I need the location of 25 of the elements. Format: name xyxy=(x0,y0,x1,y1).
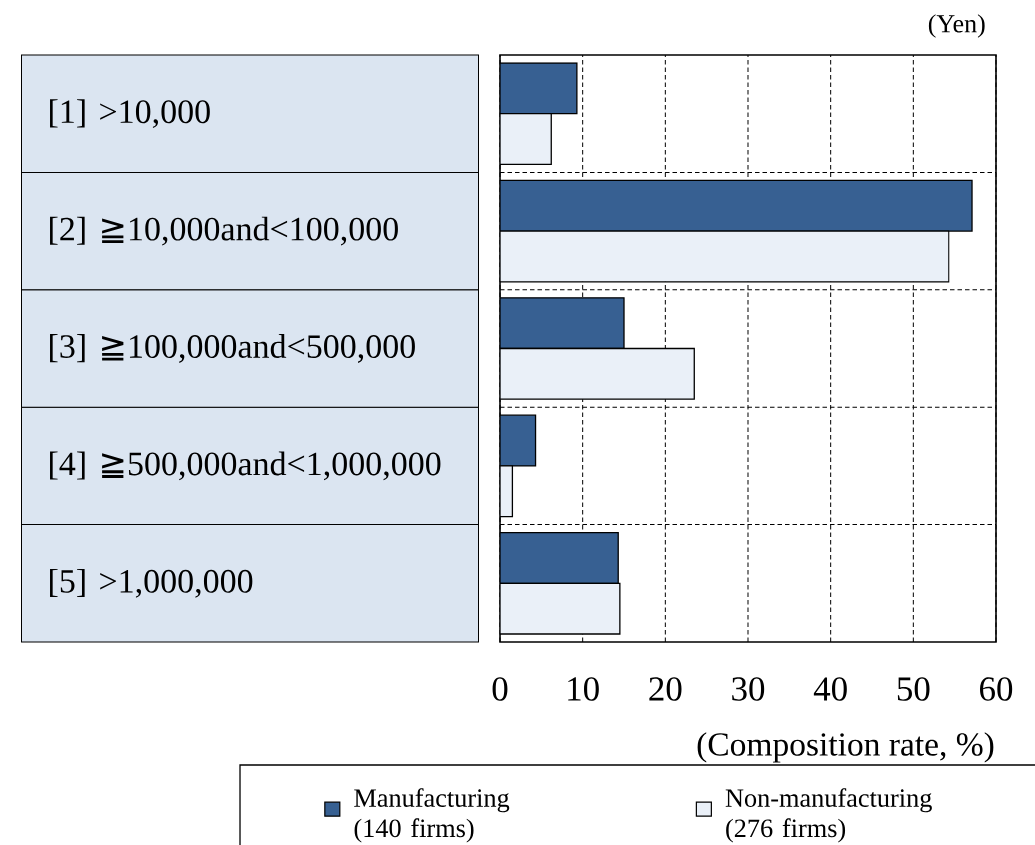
y-tick-label: [4] ≧500,000and<1,000,000 xyxy=(50,451,441,481)
bar xyxy=(500,297,625,350)
x-tick-label: 20 xyxy=(649,677,682,701)
y-tick-label: [2] ≧10,000and<100,000 xyxy=(50,216,398,246)
y-tick-label: [1] >10,000 xyxy=(50,99,210,129)
x-tick-label: 60 xyxy=(980,677,1013,701)
legend-label: Non-manufacturing (276 firms) xyxy=(725,788,932,843)
bar xyxy=(500,347,695,400)
legend-label: Manufacturing (140 firms) xyxy=(354,788,510,843)
x-tick-label: 50 xyxy=(897,677,930,701)
bar xyxy=(500,531,619,584)
y-axis-title: (Yen) xyxy=(928,14,985,38)
y-tick-label: [5] >1,000,000 xyxy=(50,568,253,598)
bar xyxy=(500,179,973,232)
bar xyxy=(500,62,578,115)
x-tick-label: 40 xyxy=(813,677,847,701)
y-tick-label: [3] ≧100,000and<500,000 xyxy=(50,334,415,363)
bar xyxy=(500,582,621,635)
bar xyxy=(500,113,552,166)
x-tick-label: 0 xyxy=(492,677,508,701)
x-axis-title: (Composition rate, %) xyxy=(697,732,994,763)
bar xyxy=(500,230,950,283)
x-tick-label: 30 xyxy=(732,677,765,701)
x-tick-label: 10 xyxy=(568,677,599,701)
bar xyxy=(500,414,537,467)
